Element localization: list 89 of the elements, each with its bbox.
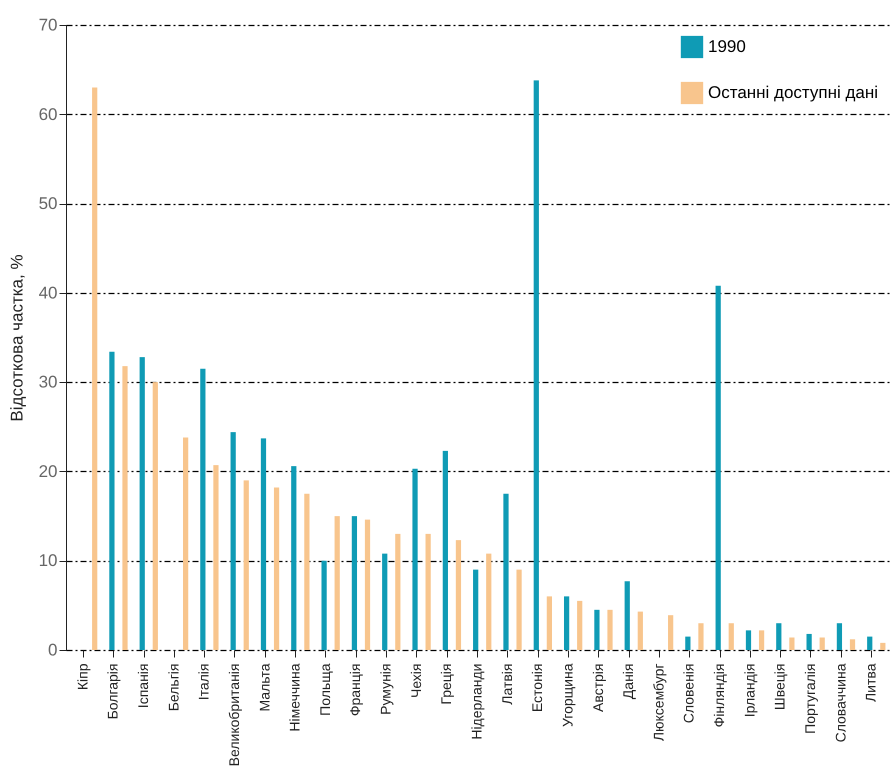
bar: [607, 610, 613, 650]
legend-label: 1990: [708, 37, 746, 56]
y-tick-label: 30: [38, 372, 58, 392]
bar: [200, 368, 206, 650]
bar: [109, 352, 115, 650]
bar: [152, 382, 158, 650]
x-tick-label: Португалія: [802, 664, 818, 734]
bar: [685, 636, 690, 650]
bar: [426, 534, 431, 650]
x-tick-label: Латвія: [498, 664, 515, 705]
bar: [638, 612, 643, 650]
x-tick-label: Швеція: [772, 664, 788, 710]
bar: [534, 80, 539, 650]
bar: [291, 466, 296, 650]
bar: [304, 494, 310, 650]
bar: [836, 623, 842, 650]
bar: [716, 286, 721, 650]
bar: [546, 596, 552, 650]
x-tick-label: Словенія: [680, 664, 697, 724]
bar: [382, 554, 388, 650]
bar: [364, 520, 370, 650]
x-tick-label: Естонія: [529, 664, 546, 712]
x-tick-label: Мальта: [256, 663, 272, 712]
x-tick-label: Італія: [196, 664, 212, 700]
bar: [758, 630, 764, 650]
bar: [698, 623, 704, 650]
y-tick-label: 40: [38, 283, 58, 302]
bar: [260, 438, 266, 650]
x-tick-label: Греція: [438, 664, 454, 705]
y-tick-label: 60: [38, 104, 58, 124]
bar: [412, 468, 418, 650]
bar: [850, 639, 856, 650]
bar: [577, 600, 582, 650]
bar: [244, 480, 249, 650]
bar: [880, 642, 886, 650]
x-tick-label: Люксембург: [650, 664, 666, 742]
bar: [213, 465, 219, 650]
x-tick-label: Словаччина: [832, 663, 848, 742]
x-tick-label: Польща: [316, 663, 333, 716]
y-tick-label: 50: [38, 194, 58, 214]
bar: [334, 516, 340, 650]
bar: [624, 581, 630, 650]
bar: [140, 357, 145, 650]
x-tick-label: Чехія: [408, 664, 424, 698]
x-tick-label: Франція: [347, 664, 364, 716]
bar: [456, 540, 462, 650]
y-tick-label: 70: [38, 16, 58, 34]
x-tick-label: Литва: [862, 663, 879, 702]
bar: [92, 88, 98, 650]
legend-label: Останні доступні дані: [708, 83, 878, 102]
bar: [230, 432, 236, 650]
bar: [516, 570, 522, 650]
x-tick-label: Німеччина: [286, 663, 303, 732]
x-tick-label: Нідерланди: [468, 664, 484, 740]
bar: [564, 596, 570, 650]
bar: [274, 488, 280, 650]
bar: [395, 534, 400, 650]
bar: [321, 560, 327, 650]
x-tick-label: Іспанія: [135, 664, 152, 708]
x-tick-label: Болгарія: [104, 664, 121, 720]
bar: [183, 438, 188, 650]
bar: [594, 610, 600, 650]
bar: [442, 450, 448, 650]
bar: [789, 638, 795, 650]
y-tick-label: 20: [38, 462, 58, 481]
bar: [122, 366, 128, 650]
x-tick-label: Румунія: [378, 664, 394, 715]
x-tick-label: Бельгія: [165, 664, 182, 712]
bar: [473, 570, 478, 650]
y-tick-label: 10: [38, 551, 58, 570]
bar: [668, 615, 674, 650]
x-tick-label: Кіпр: [74, 663, 90, 690]
x-tick-label: Ірландія: [741, 664, 758, 718]
x-tick-label: Великобританія: [226, 664, 242, 766]
bar: [820, 638, 825, 650]
bar: [746, 630, 752, 650]
bar: [728, 623, 734, 650]
bar: [503, 494, 509, 650]
bar: [867, 636, 872, 650]
y-tick-label: 0: [48, 640, 58, 660]
bar: [352, 516, 358, 650]
bar: [486, 554, 492, 650]
bar: [776, 623, 782, 650]
x-tick-label: Австрія: [590, 664, 606, 712]
x-tick-label: Фінляндія: [711, 664, 728, 728]
bar: [806, 634, 812, 650]
y-axis-title: Відсоткова частка, %: [8, 254, 27, 422]
x-tick-label: Данія: [620, 664, 636, 700]
x-tick-label: Угорщина: [559, 663, 576, 727]
